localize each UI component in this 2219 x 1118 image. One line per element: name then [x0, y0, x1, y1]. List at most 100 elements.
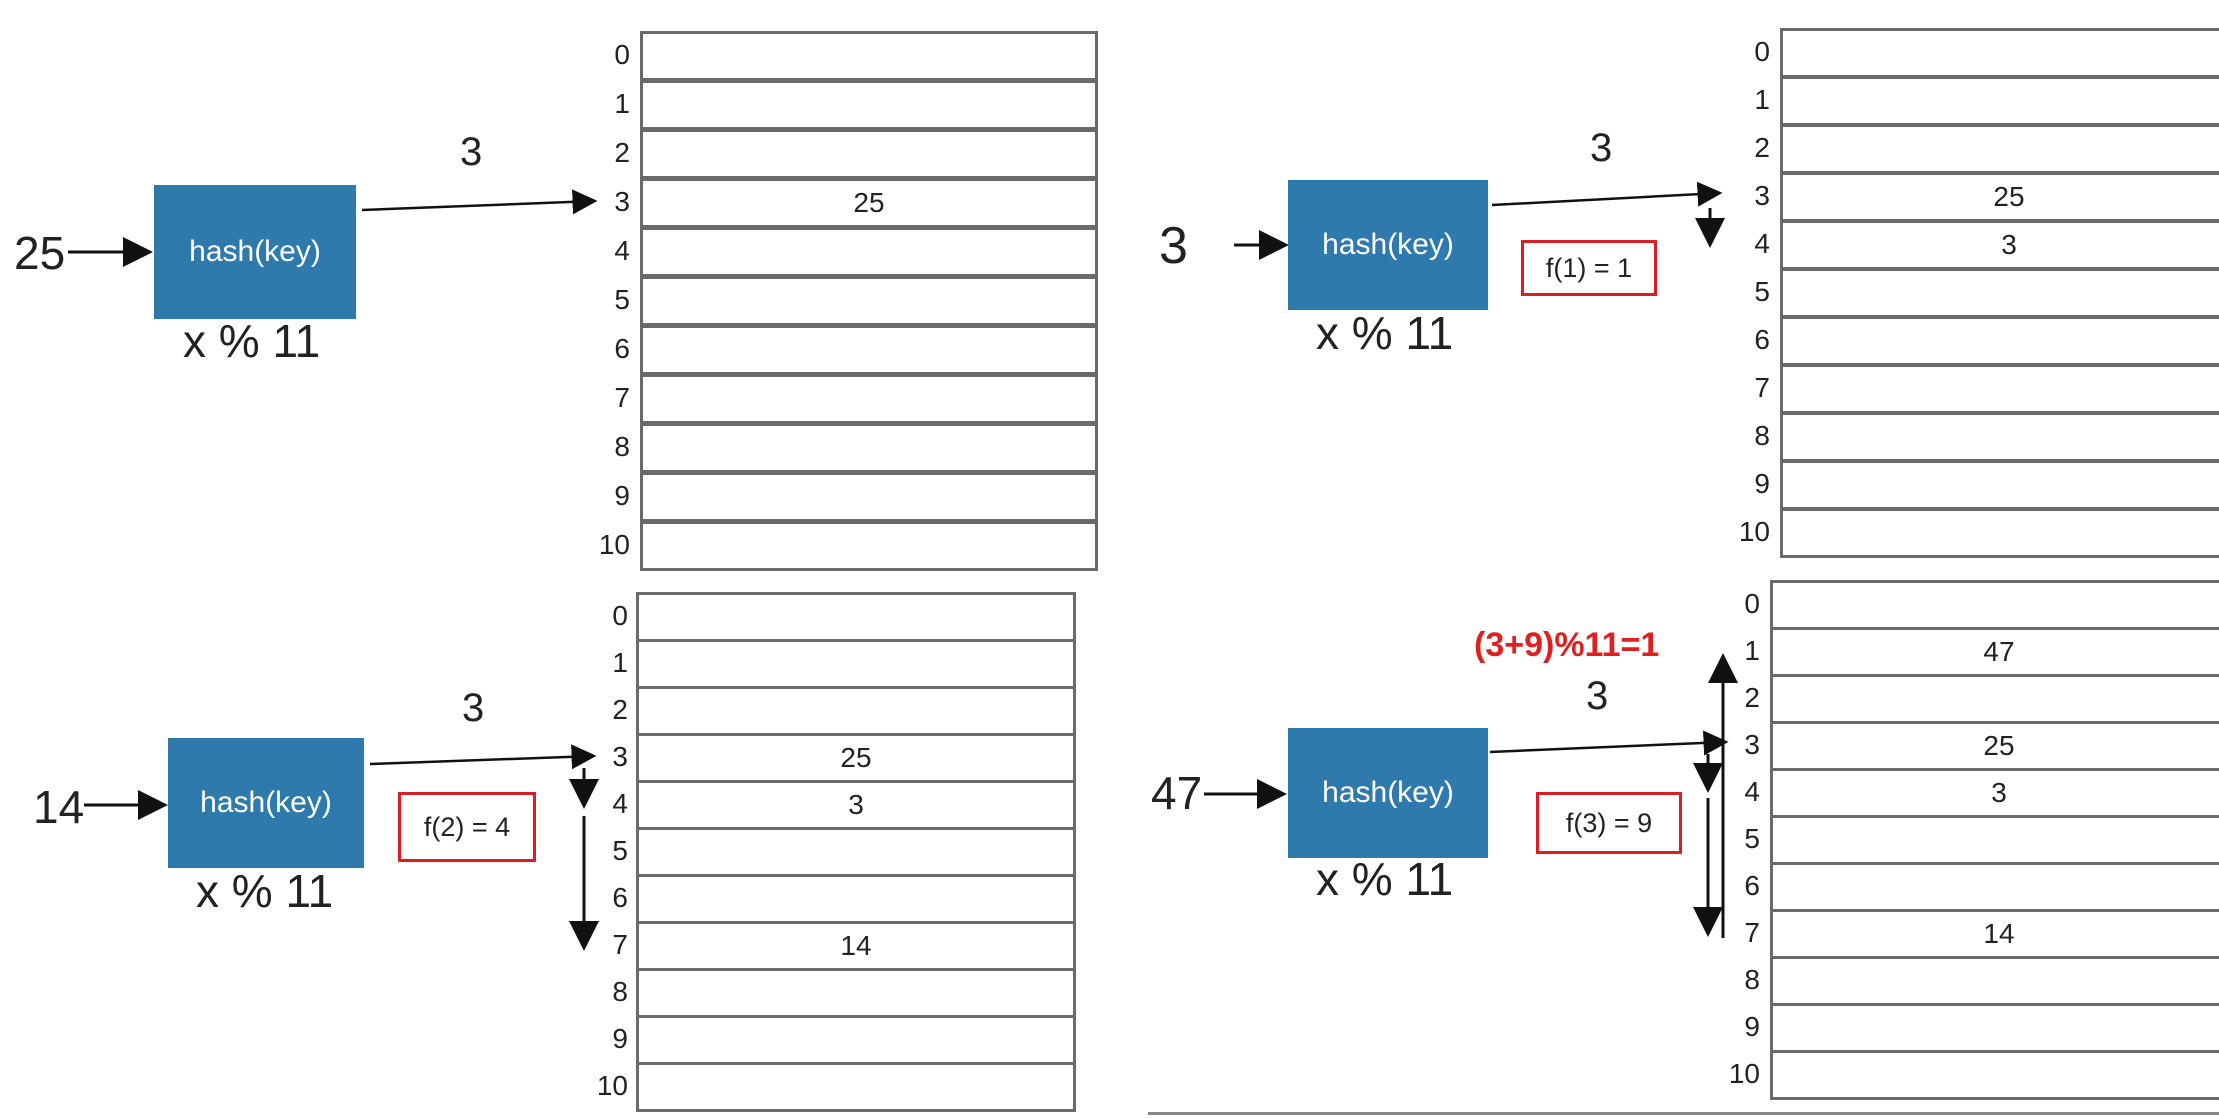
table-cell — [1770, 580, 2219, 630]
table-cell — [1770, 1050, 2219, 1100]
table-cell — [640, 31, 1098, 81]
hash-function-box: hash(key) — [1288, 728, 1488, 858]
input-key: 47 — [1151, 767, 1203, 819]
row-index: 9 — [614, 480, 630, 511]
row-index: 1 — [1744, 635, 1760, 666]
panel-4-arrows — [1204, 653, 1738, 938]
row-index: 3 — [1754, 180, 1770, 211]
row-index: 6 — [614, 333, 630, 364]
row-index: 3 — [614, 186, 630, 217]
probe-offset-box: f(2) = 4 — [398, 792, 536, 862]
probe-offset-box: f(1) = 1 — [1521, 240, 1657, 296]
table-cell — [1780, 76, 2219, 126]
hash-formula: x % 11 — [183, 315, 321, 367]
row-index: 5 — [1744, 823, 1760, 854]
input-key: 3 — [1159, 217, 1188, 275]
row-index: 6 — [1744, 870, 1760, 901]
table-cell — [1780, 28, 2219, 78]
table-cell: 14 — [636, 921, 1076, 971]
panel-1-arrows — [68, 189, 598, 267]
table-cell — [636, 827, 1076, 877]
hash-value: 3 — [1586, 674, 1609, 718]
hash-value: 3 — [1590, 126, 1613, 170]
table-cell — [636, 639, 1076, 689]
panel-2-arrows — [1234, 181, 1725, 260]
row-index: 8 — [612, 976, 628, 1007]
row-index: 1 — [612, 647, 628, 678]
row-index: 1 — [1754, 84, 1770, 115]
hash-function-box: hash(key) — [154, 185, 356, 319]
row-index: 2 — [1744, 682, 1760, 713]
hash-arrow — [1491, 181, 1723, 207]
table-cell: 3 — [636, 780, 1076, 830]
panel-insert-3: 3 hash(key) x % 11 3 f(1) = 1 0 1 2 3 25 … — [1120, 0, 2219, 560]
table-cell — [1770, 862, 2219, 912]
table-cell — [1770, 674, 2219, 724]
row-index: 10 — [1728, 1058, 1760, 1089]
table-cell — [636, 592, 1076, 642]
row-index: 2 — [1754, 132, 1770, 163]
row-index: 3 — [612, 741, 628, 772]
row-index: 7 — [612, 929, 628, 960]
table-cell — [1770, 956, 2219, 1006]
table-cell: 3 — [1780, 220, 2219, 270]
panel-insert-14: 14 hash(key) x % 11 3 f(2) = 4 0 1 2 3 25… — [0, 558, 1100, 1118]
table-cell — [640, 227, 1098, 277]
table-cell — [640, 374, 1098, 424]
table-cell — [1780, 364, 2219, 414]
table-cell: 25 — [640, 178, 1098, 228]
row-index: 3 — [1744, 729, 1760, 760]
wrap-around-note: (3+9)%11=1 — [1474, 626, 1660, 664]
table-cell — [1780, 124, 2219, 174]
row-index: 6 — [612, 882, 628, 913]
row-index: 0 — [612, 600, 628, 631]
table-cell — [1780, 268, 2219, 318]
table-cell: 3 — [1770, 768, 2219, 818]
row-index: 8 — [614, 431, 630, 462]
row-index: 7 — [1754, 372, 1770, 403]
panel-3-arrows — [84, 744, 599, 951]
table-cell — [640, 80, 1098, 130]
row-index: 1 — [614, 88, 630, 119]
row-index: 5 — [614, 284, 630, 315]
row-index: 4 — [614, 235, 630, 266]
table-cell: 25 — [1780, 172, 2219, 222]
row-index: 4 — [1754, 228, 1770, 259]
table-cell — [640, 129, 1098, 179]
table-cell: 47 — [1770, 627, 2219, 677]
table-cell: 25 — [1770, 721, 2219, 771]
table-cell — [636, 686, 1076, 736]
row-index: 9 — [1754, 468, 1770, 499]
row-index: 5 — [612, 835, 628, 866]
row-index: 10 — [596, 1070, 628, 1101]
table-cell — [1780, 508, 2219, 558]
row-index: 9 — [612, 1023, 628, 1054]
table-cell — [636, 1015, 1076, 1065]
table-cell — [640, 521, 1098, 571]
input-key: 14 — [33, 781, 85, 833]
panel-insert-25: 25 hash(key) x % 11 3 0 1 2 3 25 4 5 6 7 … — [0, 0, 1100, 571]
table-cell — [636, 968, 1076, 1018]
input-key: 25 — [14, 227, 66, 279]
table-cell — [1780, 412, 2219, 462]
table-cell — [1780, 460, 2219, 510]
panel-insert-47: (3+9)%11=1 47 hash(key) x % 11 3 f(3) = … — [1120, 558, 2219, 1118]
table-cell — [640, 276, 1098, 326]
row-index: 7 — [1744, 917, 1760, 948]
probe-offset-box: f(3) = 9 — [1536, 792, 1682, 854]
hash-arrow — [369, 744, 597, 770]
row-index: 0 — [614, 39, 630, 70]
table-cell — [1770, 815, 2219, 865]
table-cell: 25 — [636, 733, 1076, 783]
row-index: 8 — [1744, 964, 1760, 995]
hash-function-box: hash(key) — [1288, 180, 1488, 310]
hash-value: 3 — [460, 130, 483, 174]
table-cell — [636, 1062, 1076, 1112]
hash-arrow — [361, 189, 598, 215]
row-index: 10 — [598, 529, 630, 560]
table-cell — [1770, 1003, 2219, 1053]
row-index: 10 — [1738, 516, 1770, 547]
row-index: 9 — [1744, 1011, 1760, 1042]
table-cell — [640, 325, 1098, 375]
row-index: 8 — [1754, 420, 1770, 451]
